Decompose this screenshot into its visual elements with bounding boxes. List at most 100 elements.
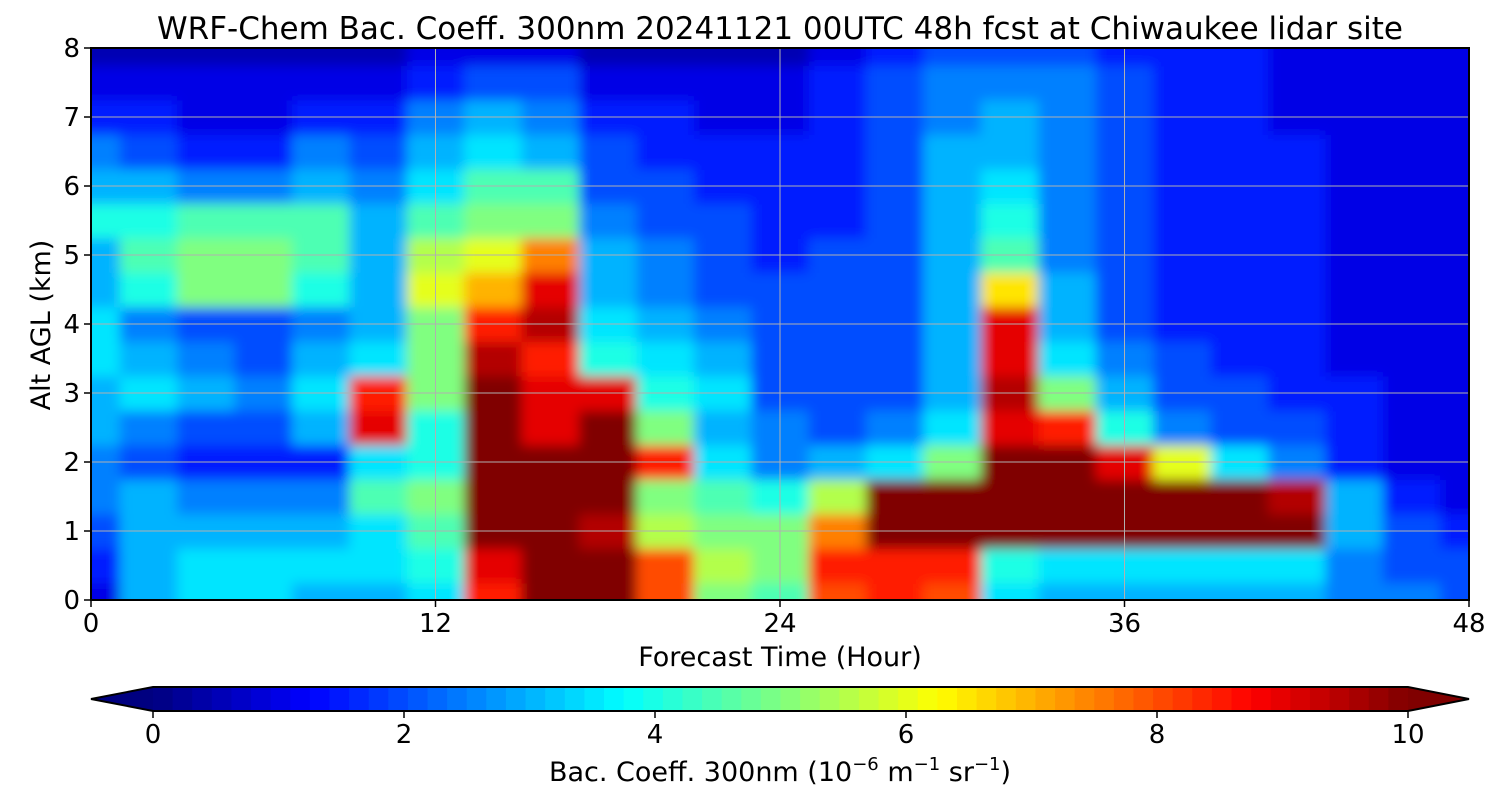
heatmap-cell <box>693 65 752 101</box>
heatmap-cell <box>1440 272 1469 308</box>
heatmap-cell <box>808 582 867 600</box>
heatmap-cell <box>923 341 982 377</box>
heatmap-cell <box>1325 479 1384 515</box>
heatmap-cell <box>923 203 982 239</box>
heatmap-cell <box>464 548 523 584</box>
heatmap-cell <box>1268 134 1327 170</box>
colorbar-segment <box>309 687 331 711</box>
heatmap-cell <box>349 410 408 446</box>
colorbar-segment <box>192 687 213 711</box>
colorbar-segment <box>917 687 938 711</box>
colorbar-ticks: 0 2 4 6 8 10 <box>145 711 1425 750</box>
heatmap-cell <box>1268 48 1327 66</box>
heatmap-cell <box>234 548 293 584</box>
heatmap-cell <box>579 203 638 239</box>
heatmap-cell <box>1440 479 1469 515</box>
colorbar-segment <box>349 687 370 711</box>
heatmap-cell <box>808 65 867 101</box>
heatmap-cell <box>349 582 408 600</box>
heatmap-cell <box>234 65 293 101</box>
colorbar-segment <box>819 687 840 711</box>
heatmap-cell <box>693 548 752 584</box>
heatmap-cell <box>1038 48 1097 66</box>
heatmap-cell <box>579 410 638 446</box>
colorbar-segment <box>329 687 350 711</box>
heatmap-cell <box>1325 48 1384 66</box>
x-axis-label: Forecast Time (Hour) <box>638 642 922 673</box>
heatmap-cell <box>1268 203 1327 239</box>
x-tick-label: 12 <box>419 609 452 639</box>
colorbar-segment <box>643 687 664 711</box>
colorbar-segment <box>1290 687 1311 711</box>
colorbar-segment <box>231 687 252 711</box>
heatmap-cell <box>866 203 925 239</box>
heatmap-cell <box>349 479 408 515</box>
heatmap-cell <box>1440 582 1469 600</box>
heatmap-cell <box>119 48 178 66</box>
colorbar-segment <box>427 687 448 711</box>
heatmap-cell <box>1268 582 1327 600</box>
heatmap-cell <box>980 479 1039 515</box>
heatmap-cell <box>923 479 982 515</box>
heatmap-cell <box>1440 134 1469 170</box>
heatmap-cell <box>521 479 580 515</box>
colorbar-segment <box>1172 687 1193 711</box>
colorbar-segment <box>1055 687 1076 711</box>
heatmap-cell <box>177 479 236 515</box>
heatmap-cell <box>980 134 1039 170</box>
heatmap-cell <box>1038 582 1097 600</box>
heatmap-cell <box>923 410 982 446</box>
heatmap-cell <box>1153 272 1212 308</box>
colorbar-segment <box>1251 687 1272 711</box>
colorbar-tick-label: 6 <box>898 720 915 750</box>
y-tick-label: 8 <box>63 34 80 64</box>
colorbar-segment <box>1035 687 1056 711</box>
heatmap-cell <box>1210 134 1269 170</box>
heatmap-cell <box>1038 134 1097 170</box>
heatmap-cell <box>1210 341 1269 377</box>
heatmap-cell <box>636 479 695 515</box>
heatmap-cell <box>464 410 523 446</box>
colorbar-extend-high <box>1408 687 1469 711</box>
heatmap-cell <box>1325 410 1384 446</box>
heatmap-cell <box>349 134 408 170</box>
heatmap-cell <box>866 65 925 101</box>
heatmap-cell <box>1440 548 1469 584</box>
y-tick-label: 0 <box>63 586 80 616</box>
heatmap-cell <box>808 479 867 515</box>
heatmap-cell <box>923 134 982 170</box>
heatmap-cell <box>1210 548 1269 584</box>
colorbar-segment <box>1211 687 1233 711</box>
heatmap-cell <box>579 272 638 308</box>
heatmap-cell <box>1382 272 1441 308</box>
heatmap-cell <box>693 203 752 239</box>
heatmap-cell <box>521 410 580 446</box>
heatmap-cell <box>91 479 121 515</box>
heatmap-cell <box>521 203 580 239</box>
heatmap-cell <box>464 134 523 170</box>
heatmap-cell <box>693 479 752 515</box>
heatmap-cell <box>1038 479 1097 515</box>
colorbar-segment <box>564 687 586 711</box>
colorbar-segment <box>937 687 958 711</box>
heatmap-cell <box>1268 65 1327 101</box>
grid <box>91 48 1469 600</box>
y-tick-label: 3 <box>63 379 80 409</box>
colorbar-segment <box>211 687 233 711</box>
heatmap-cell <box>866 479 925 515</box>
heatmap-cell <box>291 65 350 101</box>
heatmap-cell <box>636 548 695 584</box>
heatmap-cell <box>693 48 752 66</box>
colorbar-segment <box>447 687 468 711</box>
colorbar-segment <box>1153 687 1174 711</box>
heatmap-cell <box>866 341 925 377</box>
heatmap-cell <box>291 479 350 515</box>
colorbar-tick-label: 2 <box>396 720 413 750</box>
x-tick-label: 24 <box>763 609 796 639</box>
heatmap-cell <box>579 65 638 101</box>
heatmap-cell <box>1268 272 1327 308</box>
heatmap-cell <box>923 582 982 600</box>
colorbar-segment <box>290 687 311 711</box>
heatmap-cell <box>1268 548 1327 584</box>
heatmap-cell <box>1210 479 1269 515</box>
